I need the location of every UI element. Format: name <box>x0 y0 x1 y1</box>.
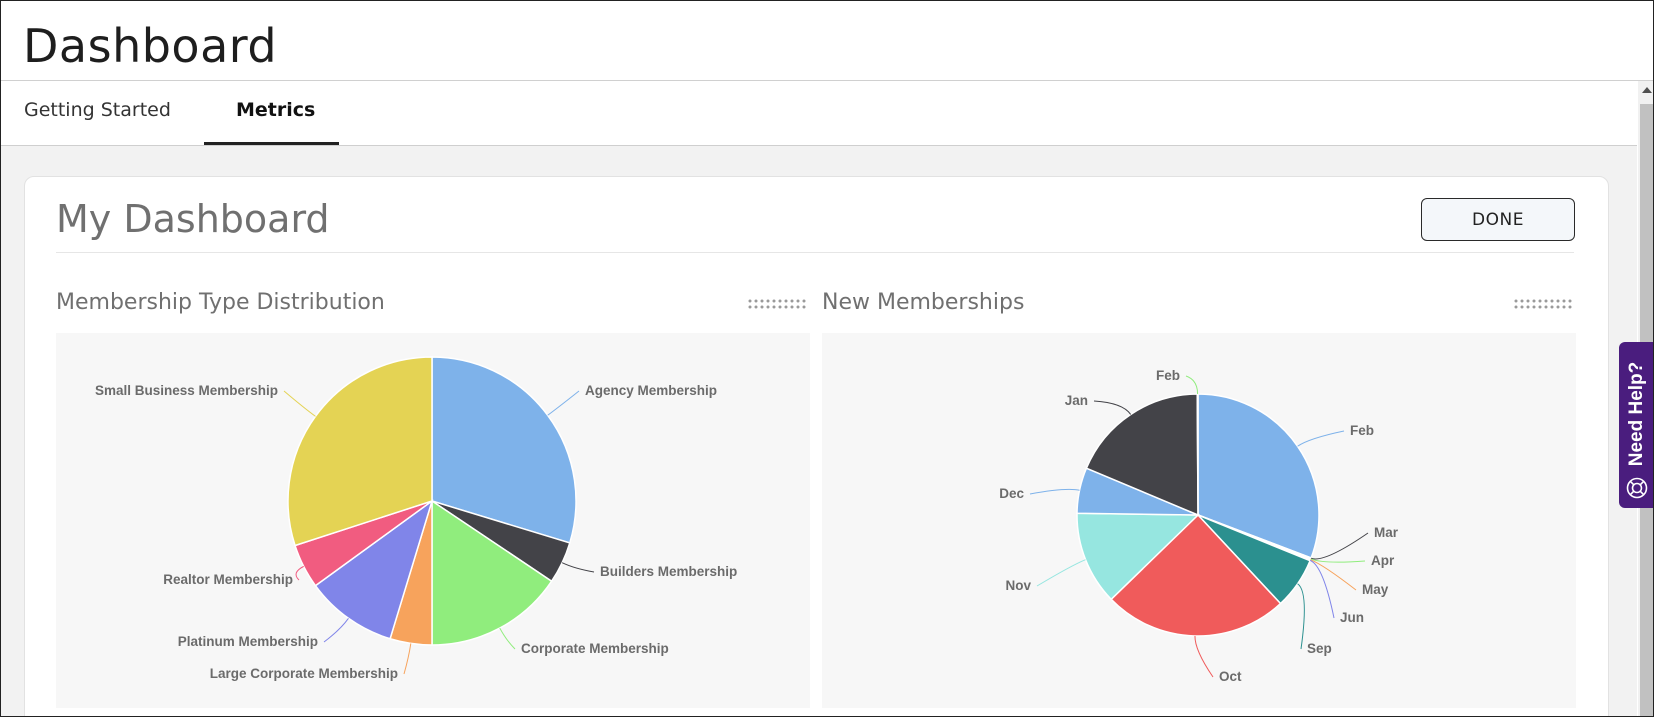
data-label: Jun <box>1340 610 1364 625</box>
label-connector <box>1309 559 1335 619</box>
data-label: May <box>1362 582 1389 597</box>
page-header: Dashboard <box>1 1 1653 81</box>
data-label: Feb <box>1156 368 1180 383</box>
content-area: My Dashboard DONE Membership Type Distri… <box>1 146 1637 716</box>
data-label: Sep <box>1307 641 1332 656</box>
data-label: Small Business Membership <box>95 383 278 398</box>
label-connector <box>1310 532 1369 560</box>
pie-chart: Agency Membership Builders Membership Corp… <box>95 356 737 681</box>
label-connector <box>547 390 580 416</box>
label-connector <box>499 627 516 650</box>
pie-slice[interactable] <box>1076 512 1200 601</box>
data-label: Nov <box>1005 578 1031 593</box>
label-connector <box>295 565 304 581</box>
label-connector <box>1297 430 1345 447</box>
pie-chart: Feb Mar Apr May Jun Sep Oct Nov Dec Jan Feb <box>999 368 1399 684</box>
done-button[interactable]: DONE <box>1421 198 1575 241</box>
data-label: Platinum Membership <box>178 634 318 649</box>
tab-bar: Getting Started Metrics <box>1 81 1637 146</box>
pie-slice[interactable] <box>1110 513 1282 637</box>
divider <box>56 252 1574 253</box>
label-connector <box>561 562 595 573</box>
pie-slice[interactable] <box>431 356 577 544</box>
label-connector <box>1310 558 1366 563</box>
data-label: Mar <box>1374 525 1399 540</box>
arrow-up-icon[interactable] <box>1638 81 1653 98</box>
label-connector <box>403 643 412 675</box>
pie-slice[interactable] <box>1197 393 1320 559</box>
membership-type-chart: Agency Membership Builders Membership Corp… <box>56 333 810 708</box>
data-label: Feb <box>1350 423 1374 438</box>
data-label: Dec <box>999 486 1024 501</box>
widget-title-membership-type: Membership Type Distribution <box>56 290 385 315</box>
label-connector <box>1297 583 1305 650</box>
label-connector <box>283 390 316 417</box>
pie-slice[interactable] <box>287 356 433 547</box>
pie-slice[interactable] <box>314 499 434 640</box>
data-label: Oct <box>1219 669 1242 684</box>
label-connector <box>323 618 349 643</box>
label-connector <box>1310 559 1357 591</box>
need-help-label: Need Help? <box>1626 361 1647 467</box>
data-label: Agency Membership <box>585 383 717 398</box>
widget-title-new-memberships: New Memberships <box>822 290 1025 315</box>
data-label: Corporate Membership <box>521 641 669 656</box>
data-label: Large Corporate Membership <box>210 666 398 681</box>
label-connector <box>1029 488 1080 495</box>
tab-getting-started[interactable]: Getting Started <box>24 99 171 121</box>
data-label: Apr <box>1371 553 1395 568</box>
dashboard-card: My Dashboard DONE Membership Type Distri… <box>24 176 1609 716</box>
new-memberships-chart: Feb Mar Apr May Jun Sep Oct Nov Dec Jan Feb <box>822 333 1576 708</box>
dashboard-title: My Dashboard <box>56 197 330 241</box>
drag-handle-icon[interactable] <box>748 297 808 309</box>
data-label: Realtor Membership <box>163 572 293 587</box>
label-connector <box>1036 559 1086 587</box>
drag-handle-icon[interactable] <box>1514 297 1574 309</box>
pie-slice[interactable] <box>1196 393 1199 516</box>
page-title: Dashboard <box>23 19 278 73</box>
label-connector <box>1093 400 1132 415</box>
label-connector <box>1185 375 1199 395</box>
data-label: Jan <box>1065 393 1088 408</box>
data-label: Builders Membership <box>600 564 737 579</box>
lifebuoy-icon <box>1626 477 1648 499</box>
need-help-button[interactable]: Need Help? <box>1619 342 1653 508</box>
tab-metrics[interactable]: Metrics <box>236 99 316 121</box>
active-tab-indicator <box>204 142 339 145</box>
label-connector <box>1194 635 1214 678</box>
pie-slice[interactable] <box>431 499 553 646</box>
